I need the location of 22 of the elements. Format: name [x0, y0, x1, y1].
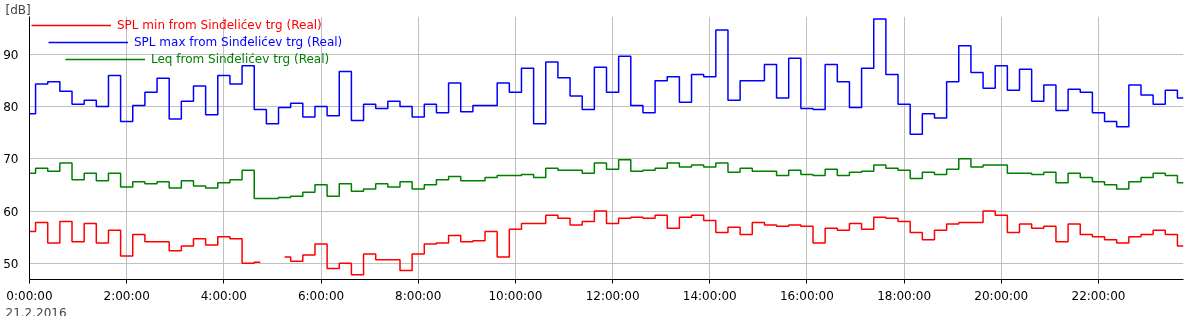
y-tick-label: 90 [3, 47, 19, 62]
x-tick-label: 22:00:00 [1071, 288, 1126, 303]
x-tick-label: 4:00:00 [200, 288, 247, 303]
y-tick-label: 60 [3, 204, 19, 219]
x-tick-label: 2:00:00 [103, 288, 150, 303]
x-tick-label: 8:00:00 [395, 288, 442, 303]
y-tick-label: 50 [3, 256, 19, 271]
y-axis-title: [dB] [5, 2, 31, 17]
x-tick-label: 14:00:00 [682, 288, 737, 303]
text: SPL min from Sinđelićev trg (Real) [117, 18, 322, 32]
y-tick-label: 70 [3, 152, 19, 167]
series-label: SPL max from Sinđelićev trg (Real) [134, 35, 343, 49]
text: 21.2.2016 [5, 305, 67, 316]
x-tick-label: 6:00:00 [297, 288, 345, 303]
x-tick-label: 20:00:00 [974, 288, 1029, 303]
x-tick-label: 18:00:00 [877, 288, 932, 303]
x-tick-label: 12:00:00 [585, 288, 640, 303]
text: Leq from Sinđelićev trg (Real) [151, 52, 330, 66]
y-tick-label: 80 [3, 99, 19, 114]
x-tick-label: 10:00:00 [488, 288, 543, 303]
x-tick-label: 16:00:00 [779, 288, 834, 303]
x-tick-label: 0:00:00 [6, 288, 53, 303]
